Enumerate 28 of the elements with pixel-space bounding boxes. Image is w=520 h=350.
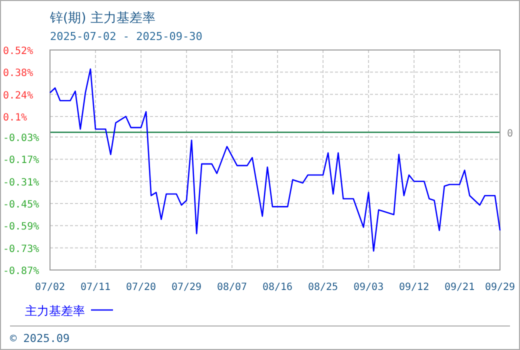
- x-tick-label: 07/29: [171, 282, 202, 293]
- x-tick-label: 07/11: [80, 282, 111, 293]
- y-tick-label: 0.52%: [3, 46, 34, 57]
- y-tick-label: 0.24%: [3, 90, 34, 102]
- y-tick-label: 0.38%: [3, 68, 34, 80]
- x-tick-label: 09/03: [353, 282, 384, 293]
- y-tick-label: -0.17%: [3, 155, 40, 166]
- legend-label: 主力基差率: [25, 304, 85, 318]
- y-tick-label: -0.03%: [3, 133, 40, 144]
- chart-title: 锌(期) 主力基差率: [49, 10, 156, 26]
- y-tick-label: -0.73%: [3, 244, 40, 255]
- x-tick-label: 08/07: [216, 282, 248, 293]
- y-tick-label: -0.59%: [3, 222, 40, 233]
- x-tick-label: 09/12: [398, 282, 430, 293]
- y-tick-label: -0.87%: [3, 266, 40, 277]
- x-tick-label: 07/20: [126, 282, 156, 293]
- ref-line-label: 0: [507, 128, 514, 140]
- x-tick-label: 07/02: [34, 282, 66, 293]
- x-tick-label: 09/29: [484, 282, 516, 293]
- y-tick-label: 0.1%: [3, 112, 28, 124]
- x-tick-label: 08/16: [262, 282, 293, 293]
- line-series: [49, 68, 501, 252]
- chart-subtitle: 2025-07-02 - 2025-09-30: [50, 30, 202, 43]
- y-tick-label: -0.31%: [3, 177, 40, 188]
- x-tick-label: 08/25: [308, 282, 338, 293]
- text: © 2025.09: [10, 332, 70, 345]
- y-tick-label: -0.45%: [3, 200, 40, 211]
- x-tick-label: 09/21: [444, 282, 475, 293]
